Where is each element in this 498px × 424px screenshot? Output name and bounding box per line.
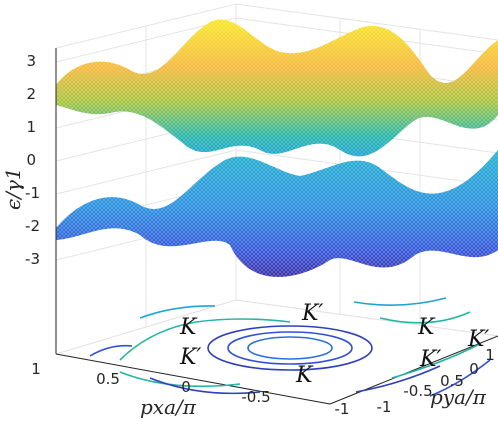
k-label-4: K′	[179, 345, 201, 370]
z-tick-label: -2	[25, 217, 40, 235]
z-axis: 3 2 1 0 -1 -2 -3 ϵ/γ1	[1, 48, 57, 354]
k-label-1: K	[179, 315, 198, 340]
y-tick-label: -0.5	[403, 382, 432, 400]
x-axis: 1 0.5 0 -0.5 -1 pxa/π	[31, 360, 349, 419]
x-tick-label: 0	[181, 378, 191, 396]
z-tick-label: 3	[26, 52, 36, 70]
z-tick-label: 2	[26, 85, 36, 103]
floor-plane	[55, 299, 498, 405]
y-tick-label: -1	[377, 398, 392, 416]
k-point-labels: K K′ K K′ K′ K K′	[179, 301, 489, 388]
z-tick-label: -3	[25, 250, 40, 268]
k-label-3: K	[417, 315, 436, 340]
x-axis-label: pxa/π	[140, 395, 197, 419]
x-tick-label: 0.5	[96, 370, 120, 388]
y-axis-label: pya/π	[430, 385, 487, 409]
z-tick-label: 0	[26, 151, 36, 169]
k-label-7: K′	[467, 327, 489, 352]
x-tick-label: 1	[31, 360, 41, 378]
y-tick-label: 0.5	[440, 372, 464, 390]
z-axis-label: ϵ/γ1	[1, 167, 25, 210]
k-label-2: K′	[301, 301, 323, 326]
z-tick-label: 1	[26, 118, 36, 136]
upper-band-surface	[56, 19, 498, 157]
k-label-5: K′	[419, 347, 441, 372]
y-tick-label: 0	[469, 360, 479, 378]
y-axis: -1 -0.5 0 0.5 1 pya/π	[377, 346, 495, 416]
contour-projection	[89, 297, 491, 397]
z-tick-label: -1	[25, 184, 40, 202]
x-tick-label: -1	[335, 400, 350, 418]
k-label-6: K	[295, 363, 314, 388]
y-tick-label: 1	[485, 346, 495, 364]
lower-band-surface	[56, 150, 498, 277]
x-tick-label: -0.5	[241, 388, 270, 406]
